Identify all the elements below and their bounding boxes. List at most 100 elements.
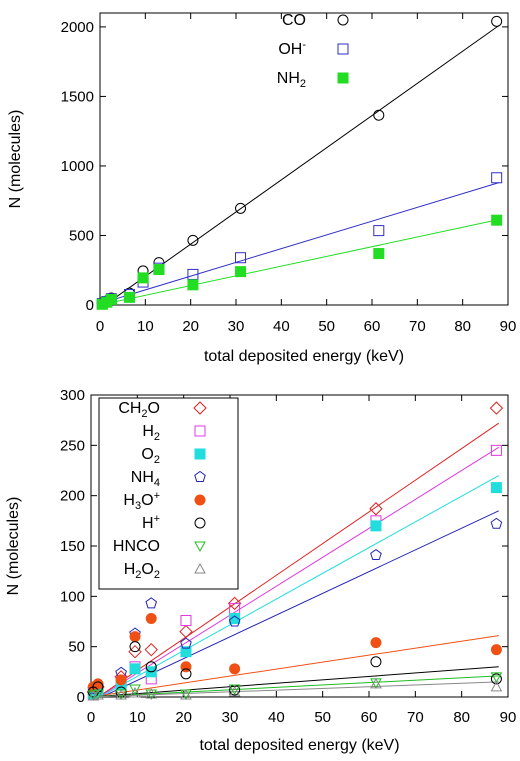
data-point-o2 bbox=[370, 520, 382, 532]
data-point-oh bbox=[491, 172, 503, 184]
x-tick-label: 60 bbox=[361, 709, 378, 726]
legend-marker-oh bbox=[337, 43, 349, 55]
x-tick-label: 40 bbox=[268, 709, 285, 726]
data-point-nh2 bbox=[137, 272, 149, 284]
x-tick-label: 70 bbox=[407, 709, 424, 726]
x-tick-label: 70 bbox=[409, 318, 426, 335]
data-point-nh2 bbox=[373, 248, 385, 260]
data-point-oh bbox=[373, 225, 385, 237]
x-tick-label: 20 bbox=[182, 318, 199, 335]
legend-label-h2: H2 bbox=[142, 423, 160, 443]
data-point-hnco bbox=[490, 672, 503, 683]
data-point-ch2o bbox=[489, 401, 504, 415]
y-tick-label: 0 bbox=[86, 297, 94, 314]
y-tick-label: 300 bbox=[60, 387, 85, 404]
legend-label-o2: O2 bbox=[141, 446, 160, 466]
data-point-nh2 bbox=[123, 291, 135, 303]
x-tick-label: 0 bbox=[96, 318, 104, 335]
x-tick-label: 0 bbox=[87, 709, 95, 726]
data-point-co bbox=[491, 15, 503, 27]
data-point-ch2o bbox=[144, 642, 158, 657]
fit-line-ch2o bbox=[97, 422, 500, 697]
series-h3o bbox=[87, 612, 502, 693]
data-point-h2o2 bbox=[87, 689, 100, 701]
y-tick-label: 200 bbox=[60, 488, 85, 505]
data-point-ch2o bbox=[179, 624, 193, 639]
data-point-co bbox=[187, 234, 199, 246]
data-point-nh2 bbox=[105, 293, 117, 305]
data-point-h3o bbox=[92, 678, 104, 690]
x-tick-label: 90 bbox=[500, 318, 517, 335]
data-point-h bbox=[115, 686, 127, 698]
data-point-nh4 bbox=[370, 548, 382, 561]
data-point-h2o2 bbox=[92, 688, 104, 700]
data-point-h2o2 bbox=[129, 686, 141, 698]
x-tick-label: 60 bbox=[364, 318, 381, 335]
fit-line-co bbox=[104, 25, 500, 305]
y-tick-label: 1500 bbox=[61, 88, 94, 105]
fit-line-h3o bbox=[91, 635, 499, 697]
legend-marker-nh2 bbox=[337, 72, 349, 84]
data-point-co bbox=[373, 109, 385, 121]
legend-marker-hnco bbox=[194, 541, 206, 553]
x-tick-label: 20 bbox=[175, 709, 192, 726]
data-point-h3o bbox=[229, 663, 241, 675]
x-tick-label: 30 bbox=[228, 318, 245, 335]
data-point-nh2 bbox=[187, 279, 199, 291]
y-tick-label: 0 bbox=[77, 689, 85, 706]
data-point-h3o bbox=[370, 637, 382, 649]
x-tick-label: 80 bbox=[454, 318, 471, 335]
y-tick-label: 2000 bbox=[61, 19, 94, 36]
legend-label-nh4: NH4 bbox=[131, 469, 160, 489]
x-tick-label: 50 bbox=[314, 709, 331, 726]
x-tick-label: 80 bbox=[453, 709, 470, 726]
data-point-h2o2 bbox=[145, 687, 158, 699]
data-point-o2 bbox=[229, 612, 241, 624]
data-point-hnco bbox=[228, 684, 241, 695]
legend-label-nh2: NH2 bbox=[277, 70, 306, 90]
legend-marker-h2o2 bbox=[194, 562, 206, 574]
x-tick-label: 10 bbox=[137, 318, 154, 335]
legend-label-h2o2: H2O2 bbox=[124, 561, 160, 581]
legend-marker-h2 bbox=[194, 425, 206, 437]
legend-label-h: H+ bbox=[142, 513, 160, 532]
y-tick-label: 1000 bbox=[61, 158, 94, 175]
legend-marker-o2 bbox=[194, 448, 206, 460]
legend-label-co: CO bbox=[282, 12, 306, 29]
y-axis-label: N (molecules) bbox=[7, 110, 24, 209]
y-tick-label: 500 bbox=[69, 227, 94, 244]
x-tick-label: 40 bbox=[273, 318, 290, 335]
data-point-hnco bbox=[129, 684, 141, 695]
data-point-h2o2 bbox=[115, 688, 127, 700]
y-axis-label: N (molecules) bbox=[5, 497, 22, 596]
x-axis-label: total deposited energy (keV) bbox=[199, 737, 399, 754]
data-point-ch2o bbox=[369, 502, 383, 516]
legend: CO OH- NH2 bbox=[277, 12, 349, 90]
data-point-h2o2 bbox=[490, 680, 503, 692]
legend-label-h3o: H3O+ bbox=[123, 490, 160, 512]
fit-line-h2o2 bbox=[91, 681, 499, 697]
data-point-o2 bbox=[490, 482, 502, 494]
y-tick-label: 50 bbox=[68, 639, 85, 656]
plot-frame bbox=[99, 12, 509, 306]
data-point-h bbox=[490, 673, 502, 685]
x-tick-label: 50 bbox=[318, 318, 335, 335]
fit-line-o2 bbox=[99, 475, 499, 697]
data-point-h bbox=[370, 656, 382, 668]
chart-panel-1: 0 10 20 30 40 50 60 70 80 90 0 500 1000 1500 2000 total… bbox=[7, 12, 516, 365]
data-point-co bbox=[235, 202, 247, 214]
fit-line-oh bbox=[100, 182, 500, 305]
fit-line-h2 bbox=[98, 446, 499, 697]
legend-frame bbox=[98, 397, 239, 590]
data-point-h3o bbox=[490, 644, 502, 656]
series-nh2 bbox=[96, 214, 503, 310]
data-point-h3o bbox=[115, 674, 127, 686]
data-point-nh4 bbox=[180, 637, 192, 649]
data-point-hnco bbox=[180, 689, 192, 701]
data-point-ch2o bbox=[227, 596, 242, 611]
data-point-nh2 bbox=[153, 264, 165, 276]
legend-label-oh: OH- bbox=[278, 39, 306, 58]
series-h2o2 bbox=[87, 677, 503, 701]
legend-marker-ch2o bbox=[193, 401, 207, 415]
